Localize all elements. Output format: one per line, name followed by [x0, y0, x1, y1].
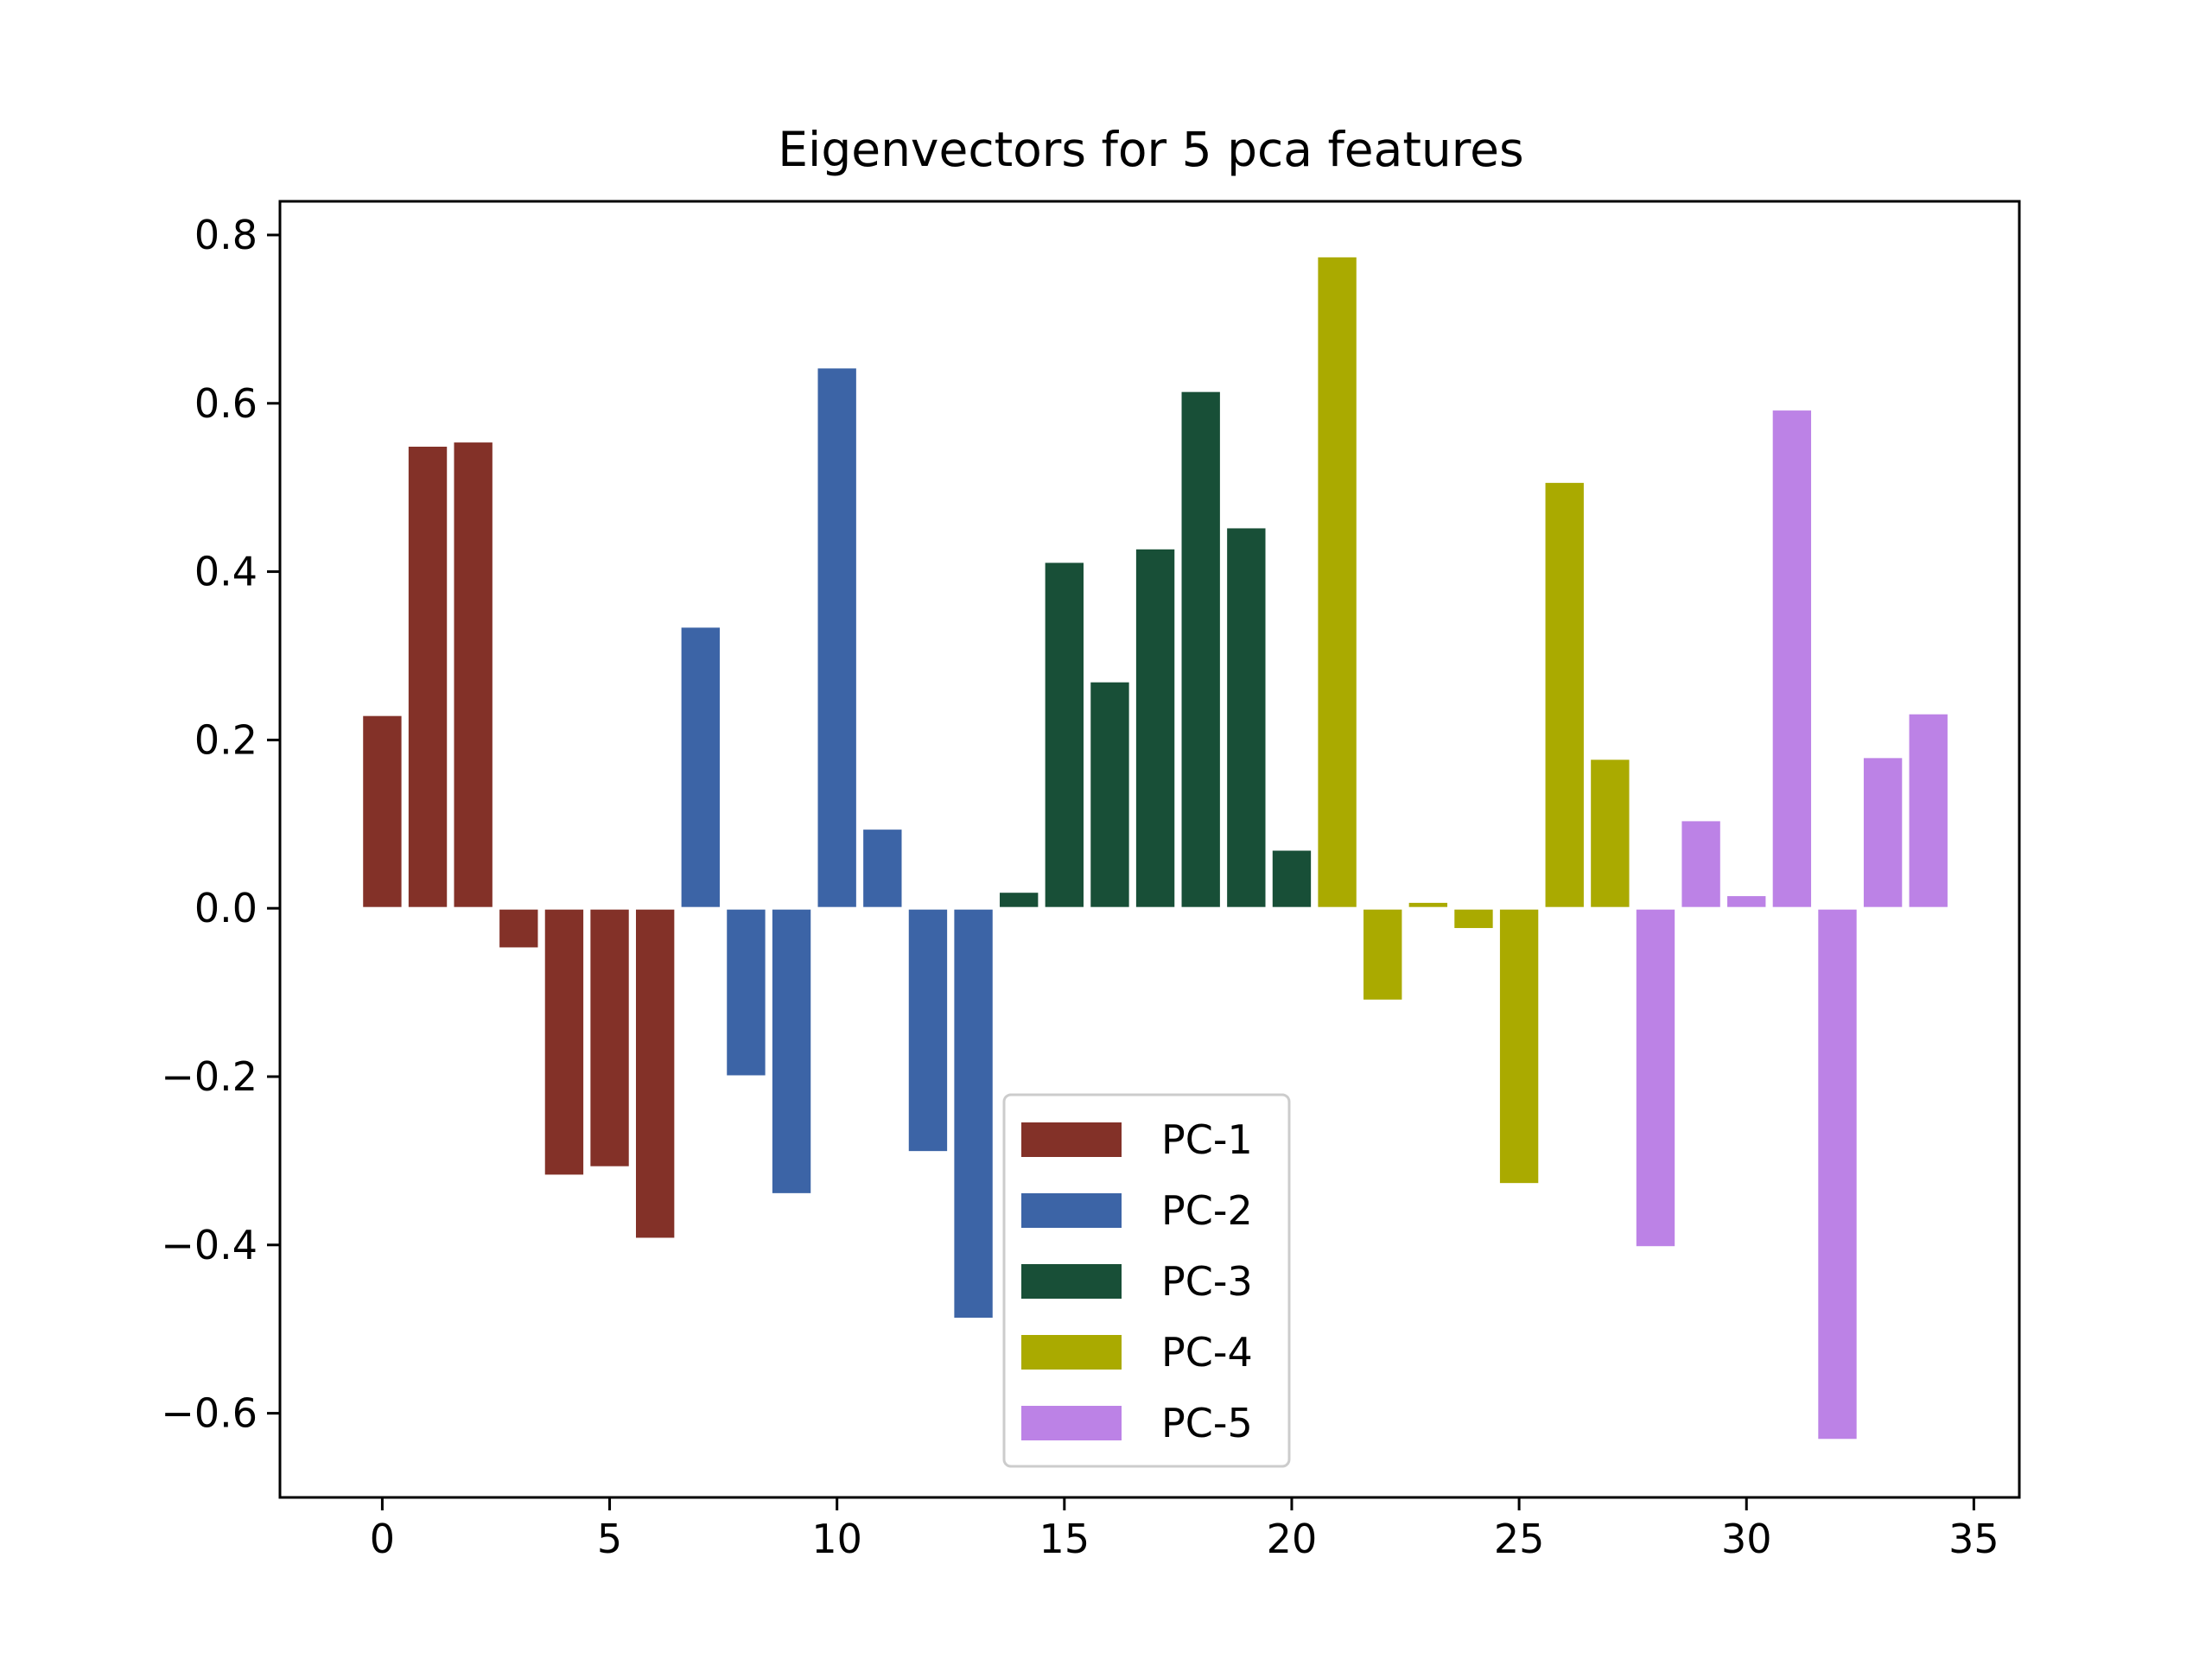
legend-label-pc-4: PC-4 — [1161, 1329, 1253, 1376]
y-axis: −0.6 −0.4 −0.2 0.0 0.2 0.4 0.6 0.8 — [161, 212, 280, 1437]
bar-pc-4-23 — [1406, 899, 1451, 910]
bar-pc-4-21 — [1315, 254, 1359, 910]
bar-pc-2-8 — [724, 906, 768, 1078]
bars-layer — [360, 254, 1950, 1442]
bar-pc-3-14 — [997, 890, 1041, 910]
y-tick-label-7: 0.8 — [194, 212, 257, 258]
legend-label-pc-1: PC-1 — [1161, 1116, 1253, 1163]
legend-swatch-pc-4 — [1021, 1335, 1122, 1370]
bar-pc-5-29 — [1679, 818, 1723, 910]
x-tick-label-5: 5 — [597, 1516, 622, 1562]
legend-swatch-pc-1 — [1021, 1122, 1122, 1157]
bar-pc-1-6 — [632, 906, 677, 1241]
y-tick-label-0: −0.6 — [161, 1390, 257, 1437]
bar-pc-5-32 — [1815, 906, 1859, 1442]
bar-pc-1-1 — [405, 443, 450, 910]
bar-pc-3-20 — [1269, 848, 1314, 910]
bar-pc-5-33 — [1860, 755, 1905, 910]
bar-pc-3-18 — [1179, 389, 1223, 910]
y-tick-label-1: −0.4 — [161, 1222, 257, 1268]
bar-pc-5-28 — [1633, 906, 1678, 1249]
legend-label-pc-5: PC-5 — [1161, 1400, 1253, 1446]
bar-pc-2-7 — [678, 625, 722, 910]
bar-pc-5-30 — [1725, 893, 1769, 910]
bar-pc-2-10 — [815, 365, 859, 910]
bar-pc-4-25 — [1497, 906, 1541, 1186]
y-tick-label-5: 0.4 — [194, 549, 257, 595]
legend-swatch-pc-2 — [1021, 1193, 1122, 1228]
y-tick-label-6: 0.6 — [194, 380, 257, 427]
legend-swatch-pc-3 — [1021, 1264, 1122, 1299]
x-tick-label-15: 15 — [1039, 1516, 1090, 1562]
y-tick-label-4: 0.2 — [194, 716, 257, 763]
bar-pc-1-5 — [588, 906, 632, 1169]
bar-pc-4-24 — [1452, 906, 1496, 931]
bar-pc-4-26 — [1542, 480, 1586, 910]
bar-pc-4-22 — [1361, 906, 1405, 1002]
bar-pc-2-11 — [861, 827, 905, 910]
bar-pc-1-2 — [451, 440, 495, 910]
x-tick-label-25: 25 — [1494, 1516, 1545, 1562]
bar-pc-3-19 — [1224, 525, 1268, 910]
bar-pc-2-12 — [906, 906, 950, 1154]
legend-label-pc-3: PC-3 — [1161, 1258, 1253, 1305]
bar-pc-5-31 — [1770, 408, 1815, 910]
bar-pc-3-15 — [1042, 560, 1087, 910]
y-tick-label-2: −0.2 — [161, 1053, 257, 1100]
bar-pc-4-27 — [1588, 757, 1632, 910]
x-tick-label-0: 0 — [370, 1516, 395, 1562]
x-tick-label-10: 10 — [811, 1516, 862, 1562]
bar-pc-1-3 — [497, 906, 541, 950]
bar-pc-3-17 — [1133, 546, 1178, 910]
x-tick-label-30: 30 — [1721, 1516, 1772, 1562]
bar-pc-1-0 — [360, 713, 404, 910]
legend: PC-1 PC-2 PC-3 PC-4 PC-5 — [1002, 1093, 1291, 1468]
bar-pc-1-4 — [542, 906, 587, 1178]
legend-box — [1002, 1093, 1291, 1468]
chart-title: Eigenvectors for 5 pca features — [778, 122, 1523, 177]
y-tick-label-3: 0.0 — [194, 885, 257, 931]
legend-swatch-pc-5 — [1021, 1406, 1122, 1440]
plot-frame — [278, 200, 2021, 1499]
bar-pc-5-34 — [1906, 711, 1950, 910]
bar-pc-2-9 — [769, 906, 814, 1196]
bar-pc-2-13 — [951, 906, 995, 1321]
bar-pc-3-16 — [1088, 679, 1132, 910]
x-tick-label-20: 20 — [1267, 1516, 1318, 1562]
x-axis: 0 5 10 15 20 25 30 35 — [370, 1497, 1999, 1562]
x-tick-label-35: 35 — [1948, 1516, 1999, 1562]
legend-label-pc-2: PC-2 — [1161, 1187, 1253, 1234]
